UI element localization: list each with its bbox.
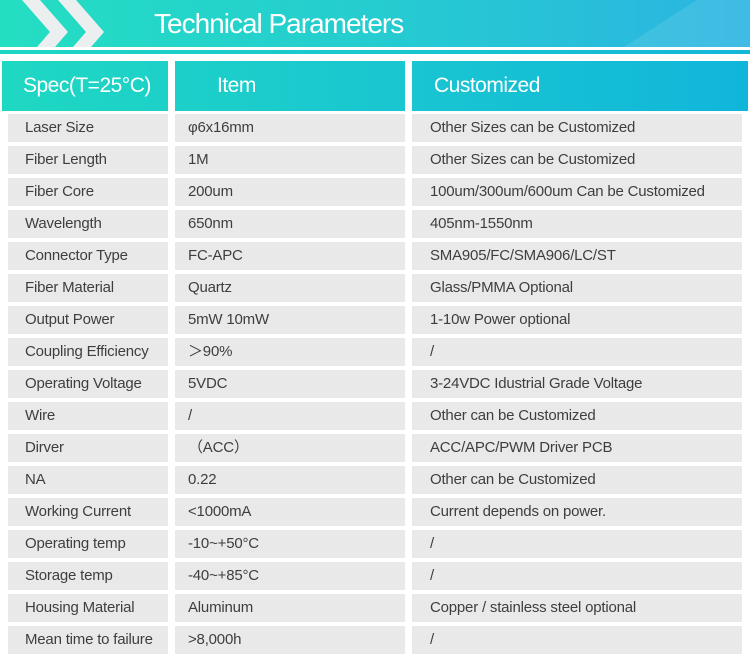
accent-strip <box>0 50 750 54</box>
column-divider <box>168 61 175 111</box>
column-header-spec: Spec(T=25°C) <box>23 74 151 97</box>
item-cell: 5VDC <box>175 370 405 398</box>
customized-cell: / <box>412 338 742 366</box>
table-row: Fiber Material Quartz Glass/PMMA Optiona… <box>8 274 742 302</box>
table-row: Output Power 5mW 10mW 1-10w Power option… <box>8 306 742 334</box>
spec-cell: Connector Type <box>8 242 168 270</box>
item-cell: 0.22 <box>175 466 405 494</box>
customized-cell: / <box>412 626 742 654</box>
spec-cell: Wire <box>8 402 168 430</box>
item-cell: 1M <box>175 146 405 174</box>
item-cell: -40~+85°C <box>175 562 405 590</box>
table-header-row: Spec(T=25°C) Item Customized <box>2 61 748 111</box>
spec-cell: Mean time to failure <box>8 626 168 654</box>
table-rows: Laser Size φ6x16mm Other Sizes can be Cu… <box>8 114 742 658</box>
column-divider <box>405 61 412 111</box>
table-row: Housing Material Aluminum Copper / stain… <box>8 594 742 622</box>
spec-cell: Housing Material <box>8 594 168 622</box>
customized-cell: / <box>412 530 742 558</box>
table-row: Connector Type FC-APC SMA905/FC/SMA906/L… <box>8 242 742 270</box>
customized-cell: ACC/APC/PWM Driver PCB <box>412 434 742 462</box>
spec-cell: Fiber Core <box>8 178 168 206</box>
item-cell: 200um <box>175 178 405 206</box>
item-cell: >8,000h <box>175 626 405 654</box>
customized-cell: Other Sizes can be Customized <box>412 114 742 142</box>
table-row: Coupling Efficiency ＞90% / <box>8 338 742 366</box>
customized-cell: Other Sizes can be Customized <box>412 146 742 174</box>
spec-cell: Laser Size <box>8 114 168 142</box>
customized-cell: Copper / stainless steel optional <box>412 594 742 622</box>
customized-cell: Current depends on power. <box>412 498 742 526</box>
column-header-customized: Customized <box>434 74 540 97</box>
item-cell: 650nm <box>175 210 405 238</box>
spec-cell: Coupling Efficiency <box>8 338 168 366</box>
table-row: Wavelength 650nm 405nm-1550nm <box>8 210 742 238</box>
table-row: Working Current <1000mA Current depends … <box>8 498 742 526</box>
table-row: Operating Voltage 5VDC 3-24VDC Idustrial… <box>8 370 742 398</box>
item-cell: <1000mA <box>175 498 405 526</box>
title-banner: Technical Parameters <box>0 0 750 47</box>
spec-cell: Fiber Material <box>8 274 168 302</box>
table-row: Fiber Core 200um 100um/300um/600um Can b… <box>8 178 742 206</box>
item-cell: φ6x16mm <box>175 114 405 142</box>
item-cell: Quartz <box>175 274 405 302</box>
page-title: Technical Parameters <box>154 8 404 39</box>
spec-cell: Output Power <box>8 306 168 334</box>
item-cell: 5mW 10mW <box>175 306 405 334</box>
customized-cell: 1-10w Power optional <box>412 306 742 334</box>
table-row: Laser Size φ6x16mm Other Sizes can be Cu… <box>8 114 742 142</box>
customized-cell: Glass/PMMA Optional <box>412 274 742 302</box>
spec-cell: Wavelength <box>8 210 168 238</box>
spec-cell: NA <box>8 466 168 494</box>
customized-cell: 405nm-1550nm <box>412 210 742 238</box>
table-row: Storage temp -40~+85°C / <box>8 562 742 590</box>
customized-cell: / <box>412 562 742 590</box>
item-cell: / <box>175 402 405 430</box>
item-cell: FC-APC <box>175 242 405 270</box>
item-cell: ＞90% <box>175 338 405 366</box>
table-row: Mean time to failure >8,000h / <box>8 626 742 654</box>
table-row: Operating temp -10~+50°C / <box>8 530 742 558</box>
column-header-item: Item <box>217 74 256 97</box>
spec-cell: Working Current <box>8 498 168 526</box>
customized-cell: 3-24VDC Idustrial Grade Voltage <box>412 370 742 398</box>
item-cell: Aluminum <box>175 594 405 622</box>
customized-cell: 100um/300um/600um Can be Customized <box>412 178 742 206</box>
customized-cell: Other can be Customized <box>412 402 742 430</box>
spec-cell: Operating Voltage <box>8 370 168 398</box>
chevron-right-icon <box>22 0 68 47</box>
table-row: Fiber Length 1M Other Sizes can be Custo… <box>8 146 742 174</box>
item-cell: -10~+50°C <box>175 530 405 558</box>
spec-cell: Operating temp <box>8 530 168 558</box>
spec-cell: Fiber Length <box>8 146 168 174</box>
customized-cell: Other can be Customized <box>412 466 742 494</box>
table-row: Wire / Other can be Customized <box>8 402 742 430</box>
spec-cell: Storage temp <box>8 562 168 590</box>
spec-cell: Dirver <box>8 434 168 462</box>
table-row: NA 0.22 Other can be Customized <box>8 466 742 494</box>
table-row: Dirver （ACC） ACC/APC/PWM Driver PCB <box>8 434 742 462</box>
banner-diagonal-highlight <box>624 0 750 47</box>
customized-cell: SMA905/FC/SMA906/LC/ST <box>412 242 742 270</box>
item-cell: （ACC） <box>175 434 405 462</box>
